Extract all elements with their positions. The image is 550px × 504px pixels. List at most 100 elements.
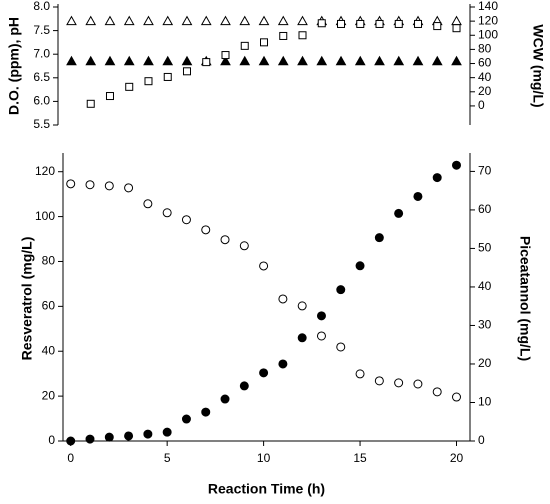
y2-tick-label: 0 — [478, 98, 485, 112]
marker — [201, 225, 211, 235]
y2-tick-label: 40 — [478, 70, 492, 84]
marker — [181, 55, 193, 66]
marker — [451, 392, 461, 402]
y-tick-label: 6.5 — [33, 70, 50, 84]
marker — [239, 55, 251, 66]
marker — [297, 15, 308, 26]
marker — [220, 394, 230, 404]
y-tick-label: 7.0 — [33, 46, 50, 60]
marker — [394, 208, 404, 218]
y2-tick-label: 60 — [478, 202, 492, 216]
marker — [259, 368, 269, 378]
marker — [240, 41, 249, 50]
marker — [202, 58, 211, 67]
marker — [433, 22, 442, 31]
marker — [432, 173, 442, 183]
y-axis-title: Resveratrol (mg/L) — [19, 237, 35, 361]
marker — [258, 15, 270, 26]
marker — [85, 434, 95, 444]
marker — [297, 301, 307, 311]
x-axis-title: Reaction Time (h) — [208, 481, 325, 497]
marker — [278, 359, 288, 369]
y-tick-label: 5.5 — [33, 117, 50, 131]
marker — [85, 180, 95, 190]
marker — [123, 55, 135, 66]
y-axis-title: D.O. (ppm), pH — [6, 17, 22, 115]
marker — [278, 294, 288, 304]
marker — [181, 15, 193, 26]
y2-tick-label: 140 — [478, 0, 498, 13]
y2-tick-label: 20 — [478, 356, 492, 370]
marker — [336, 285, 346, 295]
marker — [66, 55, 77, 66]
marker — [356, 19, 365, 28]
marker — [297, 333, 307, 343]
marker — [259, 261, 269, 271]
marker — [220, 235, 230, 245]
y-tick-label: 6.0 — [33, 94, 50, 108]
marker — [374, 55, 385, 66]
marker — [104, 181, 114, 191]
marker — [394, 378, 404, 388]
marker — [374, 376, 384, 386]
marker — [260, 38, 268, 47]
marker — [337, 19, 346, 28]
marker — [163, 72, 172, 81]
marker — [412, 55, 424, 66]
marker — [394, 19, 403, 28]
marker — [162, 208, 172, 218]
y-tick-label: 120 — [35, 164, 55, 178]
marker — [298, 31, 307, 40]
marker — [413, 191, 423, 201]
marker — [375, 19, 384, 28]
y-tick-label: 0 — [48, 433, 55, 447]
y2-tick-label: 40 — [478, 279, 492, 293]
marker — [162, 15, 174, 26]
marker — [452, 24, 461, 33]
marker — [124, 183, 134, 193]
y2-tick-label: 20 — [478, 84, 492, 98]
marker — [66, 179, 76, 189]
marker — [104, 432, 114, 442]
marker — [181, 414, 191, 424]
y2-axis-title: Piceatannol (mg/L) — [517, 236, 533, 361]
marker — [143, 55, 154, 66]
marker — [66, 436, 76, 446]
marker — [125, 82, 134, 91]
marker — [451, 160, 461, 170]
marker — [316, 331, 326, 341]
marker — [123, 15, 135, 26]
marker — [221, 51, 230, 60]
x-tick-label: 20 — [450, 451, 464, 465]
y2-tick-label: 100 — [478, 27, 498, 41]
marker — [85, 55, 97, 66]
marker — [316, 55, 328, 66]
marker — [143, 15, 154, 26]
marker — [144, 77, 153, 86]
marker — [316, 311, 326, 321]
x-tick-label: 15 — [353, 451, 367, 465]
marker — [279, 31, 288, 40]
y2-tick-label: 120 — [478, 13, 498, 27]
marker — [200, 15, 212, 26]
marker — [239, 241, 249, 251]
marker — [104, 55, 116, 66]
marker — [374, 233, 384, 243]
y-tick-label: 60 — [42, 299, 56, 313]
marker — [162, 427, 172, 437]
x-tick-label: 0 — [67, 451, 74, 465]
marker — [317, 19, 326, 28]
marker — [335, 55, 347, 66]
y2-tick-label: 10 — [478, 395, 492, 409]
x-tick-label: 10 — [257, 451, 271, 465]
marker — [143, 429, 153, 439]
marker — [181, 215, 191, 225]
marker — [393, 55, 405, 66]
x-tick-label: 5 — [164, 451, 171, 465]
marker — [143, 199, 153, 209]
marker — [258, 55, 270, 66]
marker — [451, 15, 462, 26]
marker — [162, 55, 174, 66]
marker — [66, 15, 77, 26]
y2-tick-label: 80 — [478, 42, 492, 56]
